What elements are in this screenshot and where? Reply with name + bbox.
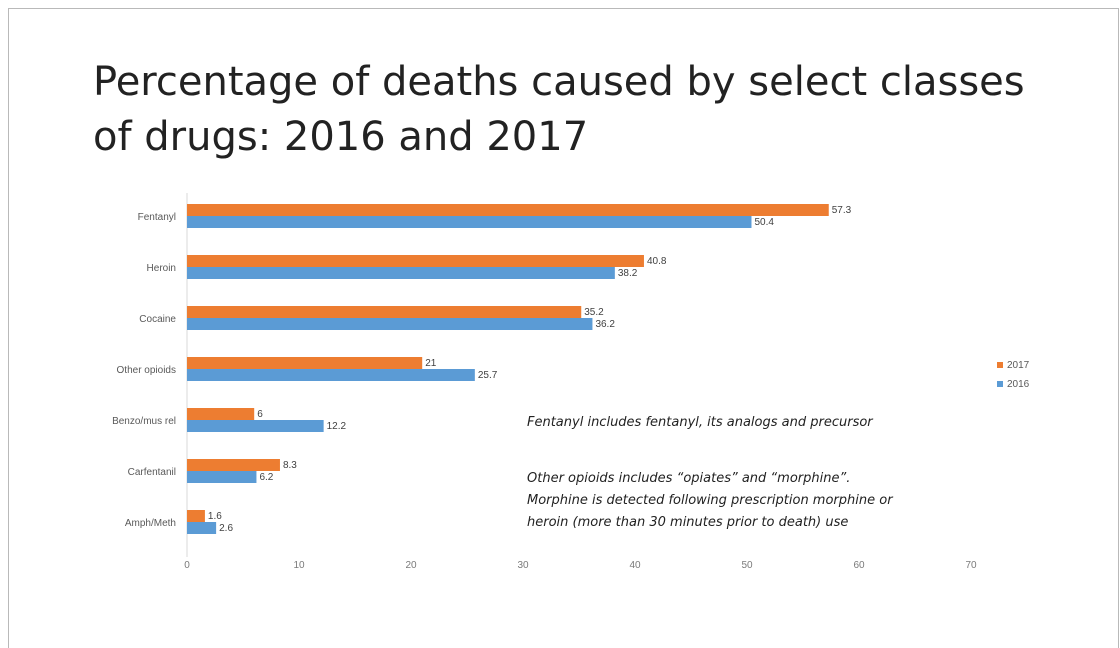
bar-2017 <box>187 306 582 318</box>
data-label: 36.2 <box>595 319 615 330</box>
data-label: 12.2 <box>327 421 347 432</box>
category-label: Amph/Meth <box>125 518 176 529</box>
page-title: Percentage of deaths caused by select cl… <box>93 55 1073 165</box>
bar-2017 <box>187 408 255 420</box>
data-label: 50.4 <box>754 217 774 228</box>
data-label: 1.6 <box>208 511 222 522</box>
category-label: Cocaine <box>139 314 176 325</box>
note-line: heroin (more than 30 minutes prior to de… <box>527 515 849 530</box>
other-opioids-note: Other opioids includes “opiates” and “mo… <box>527 468 1047 534</box>
data-label: 25.7 <box>478 370 498 381</box>
data-label: 6.2 <box>259 472 273 483</box>
fentanyl-note: Fentanyl includes fentanyl, its analogs … <box>527 415 873 430</box>
x-tick-label: 70 <box>965 560 977 571</box>
note-line: Morphine is detected following prescript… <box>527 493 893 508</box>
bar-2017 <box>187 357 423 369</box>
data-label: 2.6 <box>219 523 233 534</box>
x-tick-label: 60 <box>853 560 865 571</box>
bar-2016 <box>187 369 475 381</box>
data-label: 8.3 <box>283 460 297 471</box>
note-line: Other opioids includes “opiates” and “mo… <box>527 471 851 486</box>
x-tick-label: 40 <box>629 560 641 571</box>
bar-2017 <box>187 204 829 216</box>
bar-2016 <box>187 216 752 228</box>
legend-label: 2017 <box>1007 360 1030 371</box>
x-tick-label: 20 <box>405 560 417 571</box>
title-line-2: of drugs: 2016 and 2017 <box>93 114 589 160</box>
legend-label: 2016 <box>1007 379 1030 390</box>
bar-2016 <box>187 267 615 279</box>
slide-frame <box>8 8 1119 648</box>
bar-2017 <box>187 459 280 471</box>
data-label: 35.2 <box>584 307 604 318</box>
bar-2016 <box>187 522 217 534</box>
legend-swatch-2017 <box>997 362 1003 368</box>
x-tick-label: 10 <box>293 560 305 571</box>
category-label: Heroin <box>147 263 176 274</box>
legend-swatch-2016 <box>997 381 1003 387</box>
bar-2016 <box>187 471 257 483</box>
bar-2017 <box>187 510 205 522</box>
bar-chart: Fentanyl 57.3 50.4 Heroin 40.8 38.2 Cocaine 35.… <box>112 193 1030 571</box>
bar-2017 <box>187 255 644 267</box>
bar-2016 <box>187 318 593 330</box>
data-label: 38.2 <box>618 268 638 279</box>
data-label: 21 <box>425 358 437 369</box>
data-label: 6 <box>257 409 263 420</box>
x-tick-label: 0 <box>184 560 190 571</box>
category-label: Other opioids <box>117 365 176 376</box>
category-label: Benzo/mus rel <box>112 416 176 427</box>
bar-2016 <box>187 420 324 432</box>
x-tick-label: 30 <box>517 560 529 571</box>
x-tick-label: 50 <box>741 560 753 571</box>
category-label: Fentanyl <box>138 212 176 223</box>
category-label: Carfentanil <box>128 467 176 478</box>
data-label: 40.8 <box>647 256 667 267</box>
title-line-1: Percentage of deaths caused by select cl… <box>93 59 1025 105</box>
data-label: 57.3 <box>832 205 852 216</box>
